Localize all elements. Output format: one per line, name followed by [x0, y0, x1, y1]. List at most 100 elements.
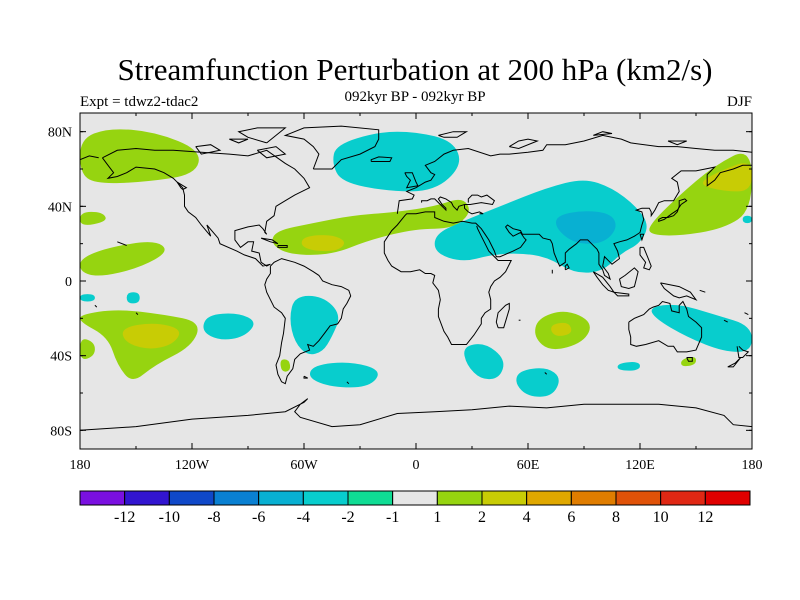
colorbar-label: -12: [114, 509, 135, 526]
x-tick-label: 60W: [290, 458, 318, 473]
coastline: [303, 375, 308, 379]
colorbar-label: -8: [207, 509, 220, 526]
coastline: [404, 172, 419, 189]
coastline: [667, 140, 687, 146]
coastline: [195, 144, 222, 155]
coastline: [723, 319, 728, 323]
coastline: [464, 194, 496, 206]
contour-region: [617, 362, 640, 371]
coastline: [658, 198, 688, 222]
colorbar-swatch: [526, 490, 572, 506]
coastline: [277, 245, 288, 248]
colorbar-label: -10: [159, 509, 180, 526]
contour-region: [80, 339, 95, 360]
subtitle: 092kyr BP - 092kyr BP: [344, 89, 486, 105]
contour-region: [309, 362, 378, 388]
colorbar-label: 12: [697, 509, 713, 526]
coastline: [628, 300, 703, 353]
x-tick-label: 120E: [625, 458, 655, 473]
y-tick-label: 40S: [50, 350, 72, 365]
colorbar-swatch: [660, 490, 706, 506]
colorbar-label: 1: [433, 509, 441, 526]
coastline: [117, 241, 127, 246]
coastline: [370, 156, 393, 162]
contour-region: [80, 294, 95, 302]
colorbar-swatch: [436, 490, 483, 506]
contour-region: [464, 344, 504, 380]
contour-region: [703, 163, 752, 192]
coastline: [619, 267, 639, 290]
coastline: [229, 138, 249, 144]
coastline: [346, 381, 350, 385]
colorbar-swatch: [570, 490, 617, 506]
coastline-layer: [80, 125, 752, 431]
coastline: [564, 263, 570, 271]
coastline: [613, 291, 630, 297]
y-tick-label: 80S: [50, 424, 72, 439]
coastline: [639, 233, 645, 242]
contour-region: [333, 131, 460, 192]
contour-region: [516, 368, 559, 397]
colorbar-swatch: [481, 490, 528, 506]
coastline: [744, 312, 749, 316]
colorbar-swatch: [168, 490, 215, 506]
coastline: [264, 258, 352, 385]
contour-region: [126, 292, 140, 304]
coastline: [80, 398, 752, 431]
contour-region: [80, 211, 106, 225]
coastline: [256, 146, 287, 159]
colorbar-swatch: [347, 490, 394, 506]
colorbar-label: 4: [523, 509, 531, 526]
axis-layer: 180 120W 60W 0 60E 120E 180 80N 40N 0 40S 80S: [48, 113, 763, 473]
contour-region: [80, 242, 165, 276]
contour-region: [290, 295, 339, 355]
colorbar-swatch: [392, 490, 438, 506]
colorbar-swatch: [124, 490, 170, 506]
contour-region: [203, 313, 254, 340]
colorbar-swatch: [615, 490, 662, 506]
contour-region: [122, 323, 180, 349]
coastline: [421, 196, 484, 215]
coastline: [727, 357, 742, 368]
coastline: [509, 138, 540, 150]
y-tick-label: 80N: [48, 126, 72, 141]
coastline: [593, 131, 613, 136]
contour-region: [280, 359, 291, 372]
coastline: [176, 181, 188, 190]
coastline: [101, 147, 311, 267]
coastline: [383, 164, 752, 345]
colorbar-label: -1: [386, 509, 399, 526]
colorbar-label: 6: [567, 509, 575, 526]
colorbar-label: -4: [297, 509, 310, 526]
colorbar-label: 10: [653, 509, 669, 526]
coastline: [438, 131, 469, 138]
contour-region: [742, 215, 752, 224]
colorbar-label: 8: [612, 509, 620, 526]
colorbar-swatch: [258, 490, 304, 506]
coastline: [544, 372, 548, 375]
colorbar-swatch: [704, 490, 751, 506]
coastline: [80, 155, 99, 161]
coastline: [237, 127, 287, 144]
coastline: [135, 312, 139, 315]
contour-region: [556, 211, 616, 244]
colorbar-label: -2: [341, 509, 354, 526]
y-tick-label: 0: [65, 275, 72, 290]
coastline: [699, 289, 706, 293]
x-tick-label: 180: [742, 458, 763, 473]
colorbar-label: -6: [252, 509, 265, 526]
y-tick-label: 40N: [48, 200, 72, 215]
coastline: [283, 125, 380, 170]
coastline: [260, 237, 279, 245]
coastline: [660, 282, 698, 301]
contour-region: [551, 322, 572, 336]
contour-region: [301, 235, 345, 252]
coastline: [736, 345, 750, 358]
experiment-label: Expt = tdwz2-tdac2: [80, 94, 199, 110]
x-tick-label: 0: [413, 458, 420, 473]
contour-region: [80, 129, 199, 184]
coastline: [495, 302, 510, 329]
x-tick-label: 180: [70, 458, 91, 473]
coastline: [639, 246, 652, 271]
